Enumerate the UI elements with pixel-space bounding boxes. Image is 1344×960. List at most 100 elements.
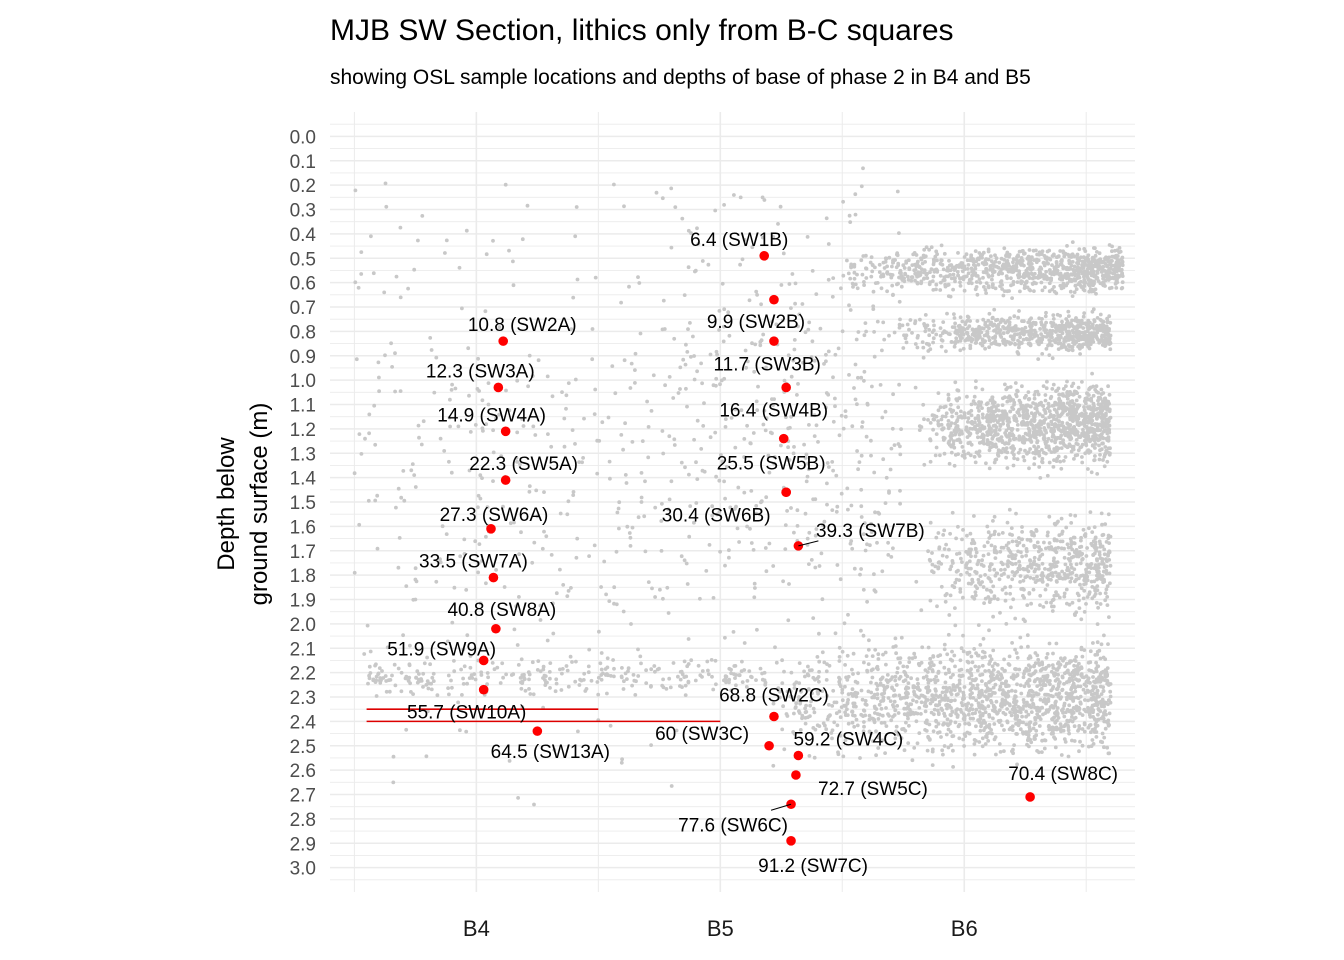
lithic-point: [859, 628, 863, 633]
lithic-point: [965, 730, 970, 735]
lithic-point: [980, 580, 984, 584]
lithic-point: [973, 427, 978, 432]
lithic-point: [1026, 738, 1030, 743]
lithic-point: [1044, 320, 1048, 325]
lithic-point: [688, 321, 692, 325]
lithic-point: [989, 657, 994, 662]
lithic-point: [1068, 537, 1073, 541]
lithic-point: [1040, 460, 1045, 465]
lithic-point: [1059, 576, 1063, 581]
lithic-point: [968, 692, 973, 697]
lithic-point: [984, 332, 989, 337]
lithic-point: [1000, 562, 1005, 567]
lithic-point: [1046, 436, 1051, 441]
lithic-point: [1073, 659, 1078, 663]
lithic-point: [997, 342, 1002, 347]
lithic-point: [928, 678, 933, 683]
lithic-point: [1092, 579, 1097, 584]
lithic-point: [1091, 434, 1095, 439]
lithic-point: [1104, 674, 1108, 679]
lithic-point: [928, 520, 933, 525]
lithic-point: [1063, 562, 1068, 567]
lithic-point: [1098, 281, 1103, 286]
lithic-point: [982, 601, 986, 605]
lithic-point: [1017, 563, 1022, 568]
lithic-point: [992, 722, 997, 726]
lithic-point: [1081, 326, 1086, 330]
lithic-point: [1090, 543, 1095, 548]
lithic-point: [803, 456, 808, 460]
lithic-point: [1064, 324, 1069, 328]
lithic-point: [1017, 309, 1021, 313]
lithic-point: [1029, 404, 1033, 409]
lithic-point: [878, 681, 883, 686]
lithic-point: [1072, 724, 1077, 729]
lithic-point: [1035, 410, 1040, 414]
lithic-point: [852, 724, 857, 729]
lithic-point: [917, 731, 922, 735]
lithic-point: [1048, 328, 1052, 333]
lithic-point: [1029, 740, 1034, 745]
lithic-point: [1047, 338, 1052, 342]
lithic-point: [966, 430, 971, 435]
lithic-point: [1036, 657, 1041, 662]
lithic-point: [1002, 728, 1006, 732]
lithic-point: [1038, 682, 1043, 687]
lithic-point: [1014, 651, 1019, 655]
lithic-point: [953, 380, 958, 385]
lithic-point: [1099, 270, 1104, 274]
lithic-point: [965, 570, 969, 575]
lithic-point: [881, 260, 886, 265]
lithic-point: [1076, 554, 1081, 559]
lithic-point: [1079, 538, 1083, 543]
lithic-point: [947, 263, 952, 268]
lithic-point: [998, 284, 1002, 288]
lithic-point: [1034, 281, 1038, 286]
lithic-point: [1048, 257, 1053, 262]
lithic-point: [982, 285, 986, 289]
lithic-point: [1084, 674, 1089, 678]
lithic-point: [1036, 429, 1041, 434]
lithic-point: [976, 435, 980, 440]
lithic-point: [991, 261, 996, 266]
lithic-point: [688, 504, 693, 508]
lithic-point: [751, 548, 756, 552]
lithic-point: [816, 675, 821, 679]
lithic-point: [1001, 691, 1005, 696]
lithic-point: [1098, 395, 1103, 400]
lithic-point: [923, 329, 928, 334]
lithic-point: [1094, 730, 1099, 734]
lithic-point: [953, 720, 958, 725]
lithic-point: [926, 418, 930, 422]
lithic-point: [935, 258, 939, 263]
lithic-point: [1033, 402, 1038, 406]
lithic-point: [778, 204, 783, 209]
lithic-point: [988, 654, 992, 658]
lithic-point: [950, 559, 955, 563]
lithic-point: [1028, 665, 1033, 669]
lithic-point: [1070, 400, 1075, 405]
lithic-point: [1065, 390, 1070, 394]
lithic-point: [1007, 254, 1011, 259]
lithic-point: [1085, 437, 1090, 442]
lithic-point: [966, 581, 971, 586]
lithic-point: [898, 696, 903, 701]
lithic-point: [1100, 343, 1105, 347]
lithic-point: [922, 276, 926, 281]
lithic-point: [1047, 573, 1052, 577]
lithic-point: [1041, 666, 1045, 671]
lithic-point: [1070, 294, 1075, 298]
lithic-point: [1048, 562, 1053, 567]
lithic-point: [972, 541, 977, 546]
lithic-point: [941, 533, 946, 537]
lithic-point: [965, 267, 970, 271]
lithic-point: [1037, 452, 1041, 457]
lithic-point: [1083, 691, 1088, 695]
lithic-point: [974, 550, 979, 555]
lithic-point: [1011, 751, 1015, 756]
lithic-point: [984, 267, 988, 271]
lithic-point: [1120, 263, 1125, 268]
lithic-point: [856, 330, 861, 334]
lithic-point: [1013, 341, 1017, 346]
lithic-point: [1080, 557, 1084, 562]
